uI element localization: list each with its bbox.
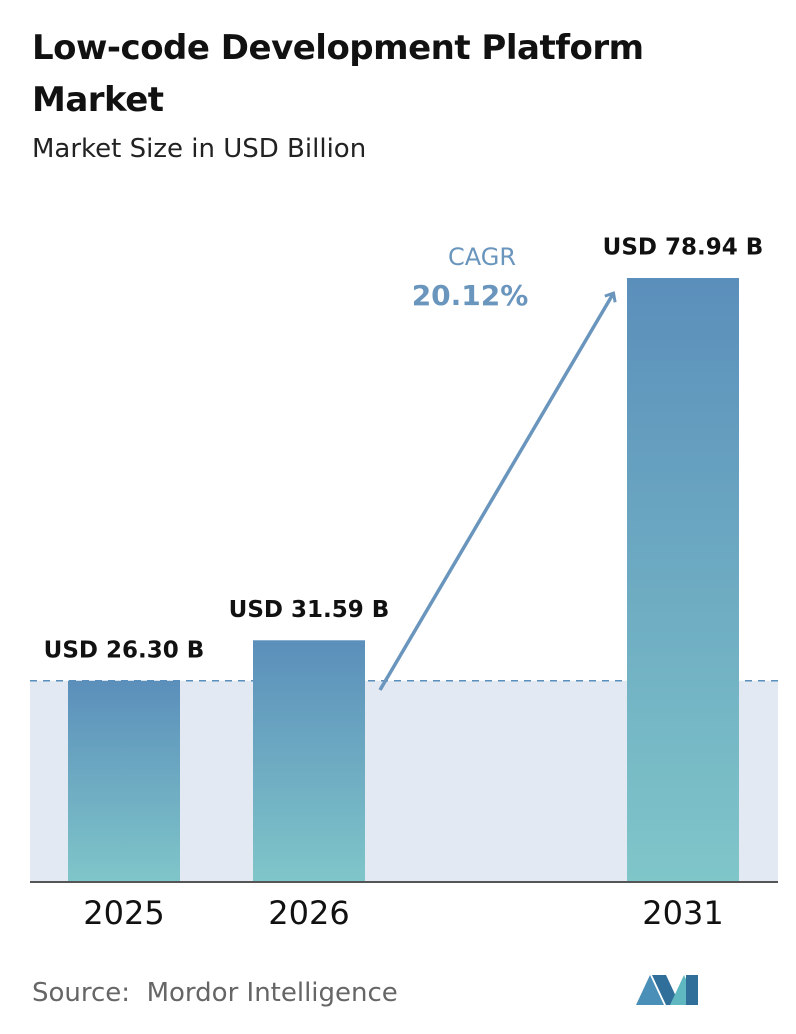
bar [627, 278, 739, 882]
chart-title: Low-code Development Platform Market [32, 28, 644, 120]
cagr-label: CAGR [448, 243, 516, 271]
x-tick-label: 2025 [83, 894, 164, 932]
cagr-value: 20.12% [412, 279, 529, 312]
value-label: USD 26.30 B [44, 637, 205, 663]
chart-subtitle: Market Size in USD Billion [32, 134, 367, 164]
logo [636, 975, 698, 1005]
value-label: USD 31.59 B [229, 597, 390, 623]
x-tick-label: 2031 [642, 894, 723, 932]
value-label: USD 78.94 B [603, 235, 764, 261]
x-tick-label: 2026 [268, 894, 349, 932]
background-layer [30, 278, 778, 882]
source: Source: Mordor Intelligence [32, 978, 398, 1008]
bar [253, 640, 365, 882]
cagr-arrow [378, 294, 613, 691]
bar [68, 680, 180, 882]
